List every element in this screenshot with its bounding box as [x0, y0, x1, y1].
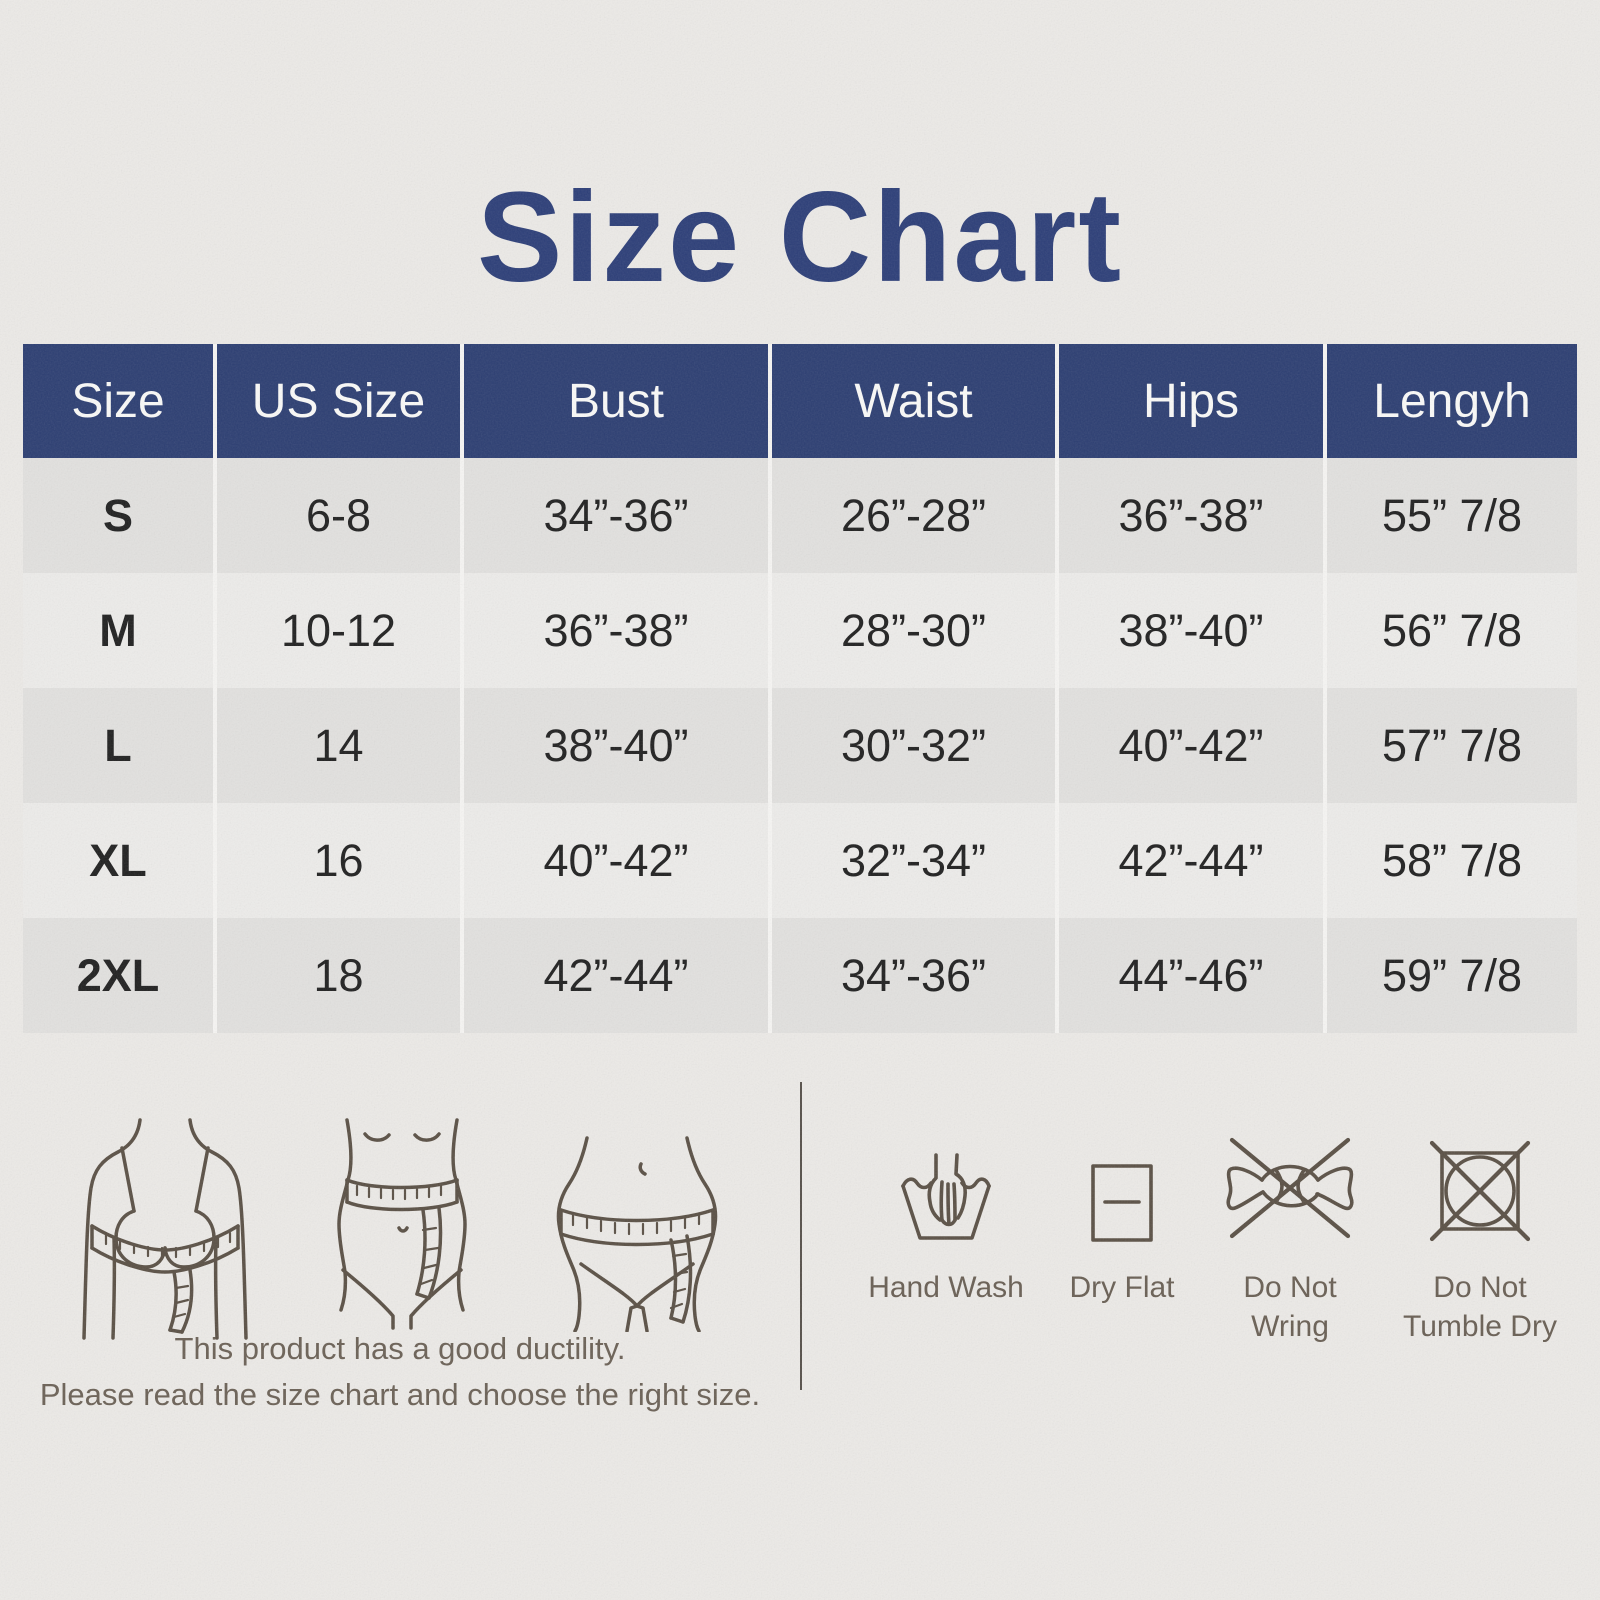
header-cell-us-size: US Size — [213, 344, 460, 458]
page-title: Size Chart — [477, 166, 1123, 309]
length-cell: 57” 7/8 — [1323, 688, 1577, 803]
table-row-m: M 10-12 36”-38” 28”-30” 38”-40” 56” 7/8 — [23, 573, 1577, 688]
hips-cell: 38”-40” — [1055, 573, 1323, 688]
size-cell: 2XL — [23, 918, 213, 1033]
waist-cell: 26”-28” — [768, 458, 1055, 573]
hips-measure-icon — [556, 1136, 718, 1332]
us-size-cell: 18 — [213, 918, 460, 1033]
hips-cell: 42”-44” — [1055, 803, 1323, 918]
size-cell: L — [23, 688, 213, 803]
care-label-line: Dry Flat — [1069, 1271, 1175, 1304]
bust-cell: 38”-40” — [460, 688, 768, 803]
care-label-line: Do Not — [1243, 1271, 1337, 1304]
length-cell: 59” 7/8 — [1323, 918, 1577, 1033]
care-item-do-not-tumble-dry: Do Not Tumble Dry — [1380, 1130, 1580, 1346]
header-row: Size US Size Bust Waist Hips Lengyh — [23, 344, 1577, 458]
care-item-do-not-wring: Do Not Wring — [1190, 1130, 1390, 1346]
us-size-cell: 6-8 — [213, 458, 460, 573]
length-cell: 55” 7/8 — [1323, 458, 1577, 573]
us-size-cell: 16 — [213, 803, 460, 918]
waist-cell: 28”-30” — [768, 573, 1055, 688]
us-size-cell: 10-12 — [213, 573, 460, 688]
size-cell: M — [23, 573, 213, 688]
size-cell: S — [23, 458, 213, 573]
do-not-tumble-dry-icon — [1429, 1140, 1531, 1242]
measure-note: This product has a good ductility. Pleas… — [30, 1326, 770, 1418]
care-label-line: Hand Wash — [868, 1271, 1024, 1304]
header-cell-size: Size — [23, 344, 213, 458]
bust-measure-icon — [82, 1118, 248, 1340]
note-line-2: Please read the size chart and choose th… — [39, 1377, 761, 1412]
hips-cell: 36”-38” — [1055, 458, 1323, 573]
note-line-1: This product has a good ductility. — [174, 1331, 626, 1366]
header-cell-bust: Bust — [460, 344, 768, 458]
waist-measure-icon — [337, 1118, 467, 1330]
table-row-xl: XL 16 40”-42” 32”-34” 42”-44” 58” 7/8 — [23, 803, 1577, 918]
care-label-line: Wring — [1251, 1310, 1329, 1343]
bust-cell: 40”-42” — [460, 803, 768, 918]
header-cell-hips: Hips — [1055, 344, 1323, 458]
do-not-wring-icon — [1226, 1137, 1354, 1239]
header-cell-waist: Waist — [768, 344, 1055, 458]
length-cell: 56” 7/8 — [1323, 573, 1577, 688]
care-item-hand-wash: Hand Wash — [846, 1130, 1046, 1307]
bust-cell: 36”-38” — [460, 573, 768, 688]
care-label-line: Tumble Dry — [1403, 1310, 1557, 1343]
waist-cell: 30”-32” — [768, 688, 1055, 803]
table-row-s: S 6-8 34”-36” 26”-28” 36”-38” 55” 7/8 — [23, 458, 1577, 573]
header-cell-length: Lengyh — [1323, 344, 1577, 458]
hips-cell: 40”-42” — [1055, 688, 1323, 803]
us-size-cell: 14 — [213, 688, 460, 803]
size-cell: XL — [23, 803, 213, 918]
section-divider — [800, 1082, 802, 1390]
hand-wash-icon — [901, 1153, 991, 1240]
waist-cell: 32”-34” — [768, 803, 1055, 918]
bust-cell: 42”-44” — [460, 918, 768, 1033]
dry-flat-icon — [1091, 1164, 1153, 1242]
size-table: Size US Size Bust Waist Hips Lengyh S 6-… — [23, 344, 1577, 1033]
table-row-2xl: 2XL 18 42”-44” 34”-36” 44”-46” 59” 7/8 — [23, 918, 1577, 1033]
table-row-l: L 14 38”-40” 30”-32” 40”-42” 57” 7/8 — [23, 688, 1577, 803]
bust-cell: 34”-36” — [460, 458, 768, 573]
hips-cell: 44”-46” — [1055, 918, 1323, 1033]
care-label-line: Do Not — [1433, 1271, 1527, 1304]
waist-cell: 34”-36” — [768, 918, 1055, 1033]
length-cell: 58” 7/8 — [1323, 803, 1577, 918]
